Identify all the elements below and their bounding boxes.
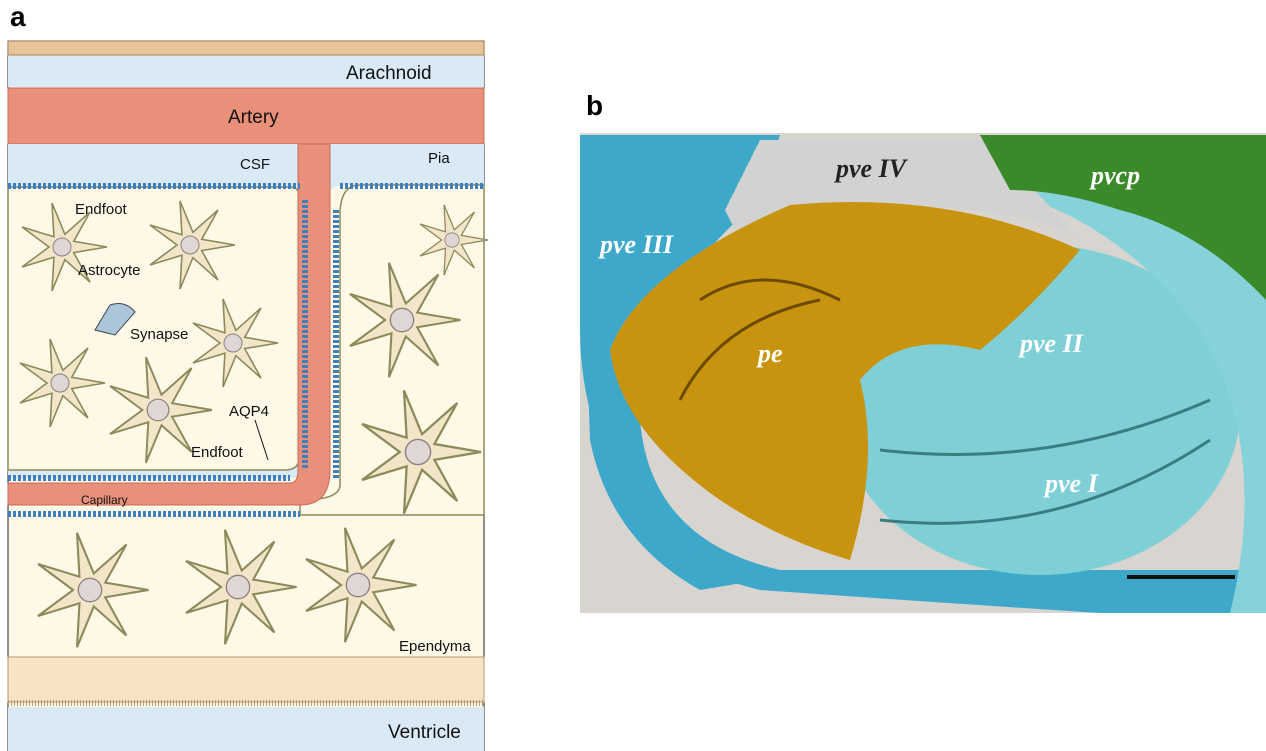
label: pve I: [1043, 469, 1099, 498]
panel-label: b: [586, 90, 603, 121]
page: a Arachnoid Artery CSF Pia Endfoot Astro…: [0, 0, 1266, 751]
label: pve IV: [834, 154, 909, 183]
arachnoid-cells: [8, 41, 484, 55]
figure: a Arachnoid Artery CSF Pia Endfoot Astro…: [0, 0, 1266, 751]
label: Arachnoid: [346, 63, 432, 84]
label: pe: [756, 339, 783, 368]
label: AQP4: [229, 403, 269, 420]
panel-label: a: [10, 1, 26, 32]
ependyma: [8, 657, 484, 702]
panel-b: b pve IV pvcp pve III pe pve II pve I: [580, 90, 1266, 613]
label: pve II: [1018, 329, 1084, 358]
label: Astrocyte: [78, 262, 141, 279]
label: Capillary: [81, 493, 128, 507]
label: Endfoot: [75, 201, 128, 218]
label: pve III: [598, 230, 674, 259]
label: pvcp: [1089, 161, 1140, 190]
label: Synapse: [130, 326, 188, 343]
label: Endfoot: [191, 444, 244, 461]
label: Ventricle: [388, 722, 461, 743]
label: Ependyma: [399, 638, 471, 655]
panel-a: a Arachnoid Artery CSF Pia Endfoot Astro…: [8, 1, 488, 751]
label: Pia: [428, 150, 450, 167]
label: CSF: [240, 156, 270, 173]
label: Artery: [228, 107, 279, 128]
